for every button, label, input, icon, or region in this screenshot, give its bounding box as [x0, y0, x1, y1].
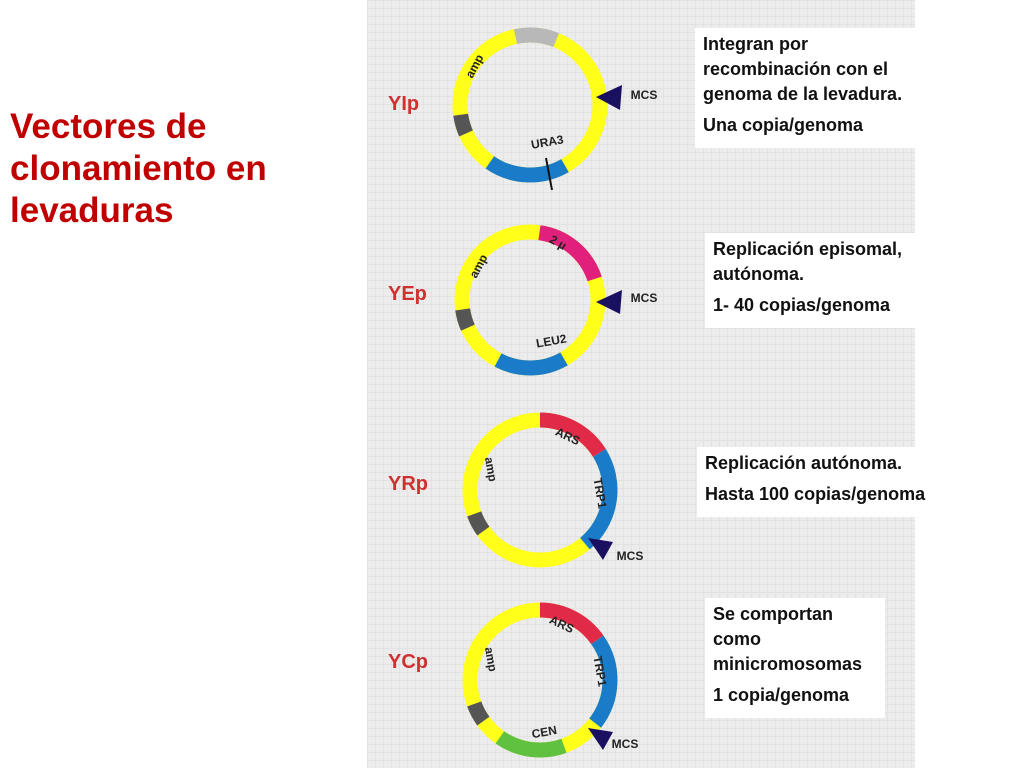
segment-label: MCS	[612, 737, 639, 751]
slide-title: Vectores de clonamiento en levaduras	[10, 107, 267, 230]
segment-label: amp	[482, 456, 500, 483]
mcs-arrow	[596, 85, 622, 110]
note-text: Replicación autónoma.	[705, 453, 903, 473]
segment-label: amp	[482, 646, 500, 673]
vector-name: YRp	[388, 473, 428, 495]
plasmid-segment	[579, 448, 618, 550]
note-box: Replicación episomal, autónoma. 1- 40 cop…	[705, 233, 945, 328]
plasmid-segment	[538, 225, 602, 282]
plasmid-segment	[589, 635, 618, 728]
note-text: 1- 40 copias/genoma	[713, 295, 891, 315]
note-text: Replicación episomal, autónoma.	[713, 239, 903, 284]
segment-label: TRP1	[590, 477, 609, 510]
plasmid-segment	[513, 27, 560, 48]
vector-name: YCp	[388, 651, 428, 673]
mcs-arrow	[588, 728, 613, 750]
segment-label: TRP1	[590, 655, 609, 688]
plasmid-segment	[539, 602, 604, 645]
mcs-arrow	[588, 538, 613, 560]
segment-label: MCS	[617, 549, 644, 563]
plasmid-segment	[485, 156, 569, 183]
note-text: Una copia/genoma	[703, 115, 864, 135]
segment-label: MCS	[631, 291, 658, 305]
plasmid-segment	[494, 352, 568, 376]
plasmid-segment	[455, 308, 475, 331]
plasmid-segment	[495, 731, 567, 758]
note-text: Hasta 100 copias/genoma	[705, 484, 926, 504]
plasmid-segment	[453, 113, 473, 137]
vector-name: YEp	[388, 283, 427, 305]
note-box: Integran por recombinación con el genoma…	[695, 28, 915, 148]
note-text: Se comportan como minicromosomas	[713, 604, 863, 674]
segment-label: MCS	[631, 88, 658, 102]
note-box: Replicación autónoma. Hasta 100 copias/ge…	[697, 447, 984, 517]
note-box: Se comportan como minicromosomas 1 copia/…	[705, 598, 885, 718]
mcs-arrow	[596, 290, 622, 314]
plasmid-segment	[467, 701, 490, 726]
plasmid-segment	[539, 412, 606, 458]
segment-label: URA3	[530, 132, 565, 152]
note-text: 1 copia/genoma	[713, 685, 850, 705]
vector-name: YIp	[388, 93, 419, 115]
plasmid-segment	[467, 511, 490, 536]
segment-label: CEN	[531, 723, 558, 741]
note-text: Integran por recombinación con el genoma…	[703, 34, 903, 104]
segment-label: LEU2	[535, 331, 568, 350]
integration-mark	[545, 157, 553, 191]
